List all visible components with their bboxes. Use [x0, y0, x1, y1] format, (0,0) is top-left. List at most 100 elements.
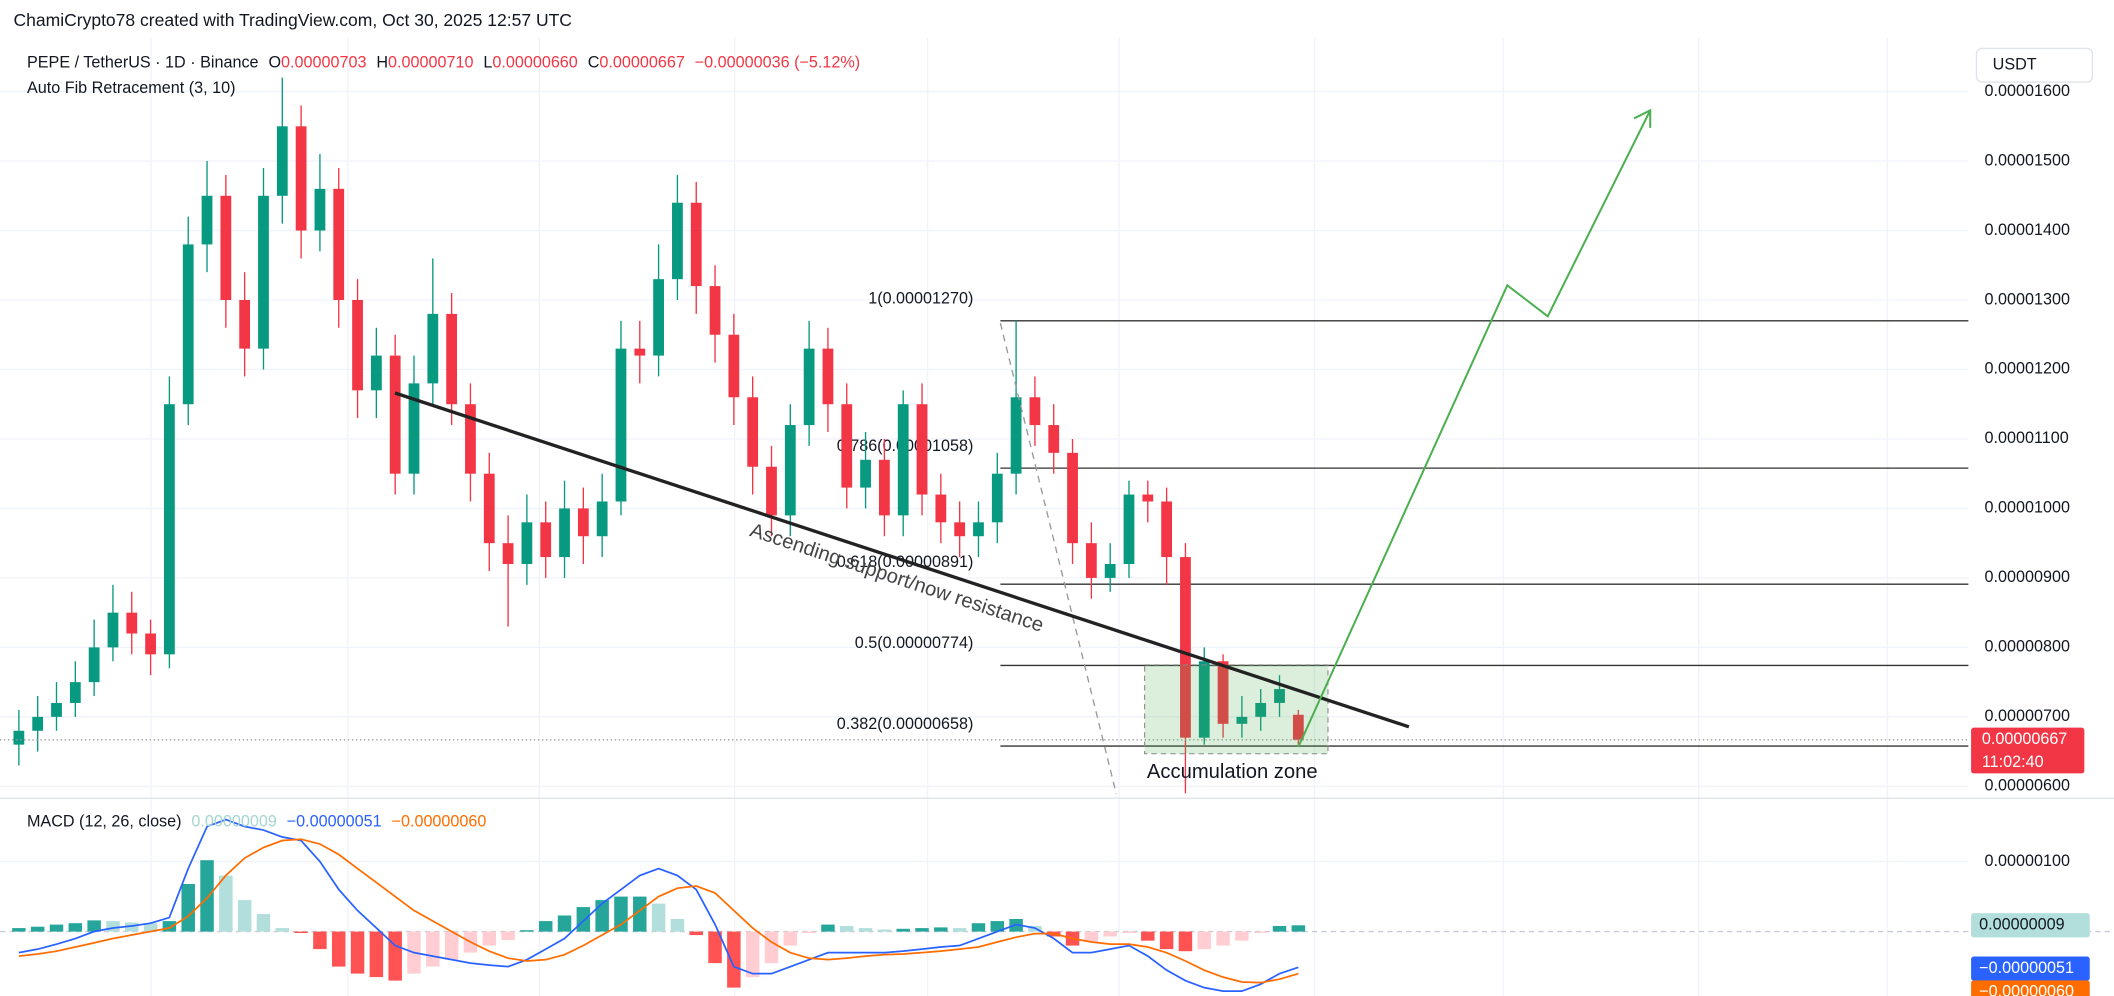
candle-body: [126, 612, 138, 634]
histogram-bar: [689, 931, 703, 936]
candle-body: [51, 702, 62, 717]
candle-body: [1067, 452, 1078, 544]
candle-body: [935, 494, 947, 523]
candle-body: [1104, 564, 1116, 578]
histogram-bar: [1197, 931, 1211, 950]
signal-line: [18, 838, 1299, 984]
candle-body: [784, 425, 796, 516]
credit: ChamiCrypto78 created with TradingView.c…: [13, 10, 571, 30]
histogram-bar: [745, 931, 760, 978]
fib-label: 0.5(0.00000774): [855, 634, 974, 652]
candle-body: [1217, 661, 1229, 724]
histogram-bar: [1141, 931, 1155, 941]
candle-body: [1048, 425, 1060, 453]
y-tick-label: 0.00001200: [1985, 360, 2070, 378]
candle-body: [1029, 397, 1041, 426]
histogram-bar: [1253, 931, 1268, 933]
y-tick-label: 0.00000900: [1985, 568, 2070, 586]
histogram-bar: [200, 860, 214, 932]
currency-button[interactable]: [1975, 47, 2094, 83]
candle-body: [295, 126, 307, 231]
candle-body: [276, 126, 288, 196]
candle-body: [747, 397, 759, 467]
currency[interactable]: USDT: [1993, 56, 2037, 74]
histogram-bar: [1291, 925, 1306, 932]
ohlc-letter: H: [376, 54, 388, 72]
histogram-bar: [1159, 931, 1174, 950]
candle-body: [1180, 557, 1191, 738]
candle-body: [13, 730, 25, 745]
projection-arrow: [1297, 109, 1652, 748]
ohlc-letter: L: [483, 54, 492, 72]
legend: PEPE / TetherUS · 1D · Binance O0.000007…: [27, 54, 860, 72]
ohlc-value: 0.00000660: [492, 54, 577, 72]
histogram-bar: [143, 923, 158, 932]
fib-trend-line: [999, 322, 1117, 795]
histogram-bar: [708, 931, 722, 964]
histogram-bar: [877, 929, 892, 932]
histogram-bar: [1235, 931, 1249, 941]
candle-body: [1085, 543, 1097, 578]
histogram-bar: [256, 914, 271, 932]
candle-body: [766, 466, 777, 516]
histogram-bar: [294, 931, 308, 933]
candle-body: [352, 300, 363, 391]
histogram-bar: [727, 931, 741, 988]
candle-body: [1010, 397, 1022, 474]
value-badge-label: −0.00000051: [1979, 959, 2074, 977]
candle-body: [465, 404, 476, 474]
histogram-bar: [670, 918, 685, 932]
price-badge-value: 0.00000667: [1982, 730, 2067, 748]
ohlc-value: 0.00000710: [388, 54, 473, 72]
y-tick-label: 0.00001300: [1985, 290, 2070, 308]
ohlc-letter: O: [268, 54, 281, 72]
histogram-bar: [162, 921, 177, 932]
histogram-bar: [896, 928, 910, 932]
candle-body: [182, 244, 194, 405]
candle-body: [709, 286, 721, 335]
candle-body: [427, 313, 439, 384]
candle-body: [690, 202, 702, 287]
candle-body: [1255, 702, 1267, 717]
hist-value: 0.00000009: [191, 813, 276, 831]
candle-body: [239, 300, 251, 349]
histogram-bar: [783, 931, 798, 946]
candle-body: [314, 188, 326, 231]
macd-legend: MACD (12, 26, close) 0.00000009 −0.00000…: [27, 813, 486, 831]
ohlc-value: 0.00000703: [281, 54, 366, 72]
candle-body: [973, 522, 984, 537]
candle-body: [1161, 501, 1173, 558]
y-tick-label: 0.00000700: [1985, 707, 2070, 725]
candle-body: [521, 522, 533, 565]
y-tick-label: 0.00001100: [1985, 429, 2069, 447]
histogram-bar: [934, 927, 948, 932]
ohlc-value: 0.00000667: [599, 54, 684, 72]
histogram-bar: [821, 924, 835, 932]
histogram-bar: [125, 922, 139, 932]
y-tick-label: 0.00001000: [1985, 499, 2070, 517]
histogram-bar: [350, 931, 365, 974]
histogram-bar: [990, 921, 1005, 932]
histogram-bar: [49, 924, 64, 932]
histogram-bar: [501, 931, 515, 940]
countdown: 11:02:40: [1982, 753, 2044, 771]
histogram-bar: [576, 907, 591, 932]
histogram-bar: [915, 928, 929, 932]
candle-body: [1236, 716, 1248, 724]
macd-title: MACD (12, 26, close): [27, 813, 182, 831]
trend-line: [394, 391, 1410, 729]
candle-body: [954, 522, 966, 537]
candle-body: [483, 473, 495, 544]
candle-body: [446, 313, 458, 405]
y-tick-label: 0.00001600: [1985, 82, 2070, 100]
candle-body: [577, 508, 589, 537]
histogram-bar: [802, 931, 816, 933]
candle-body: [370, 355, 382, 391]
plot-layer: 1(0.00001270)0.786(0.00001058)0.618(0.00…: [0, 77, 2114, 993]
signal-value: −0.00000060: [392, 813, 487, 831]
candle-body: [1274, 689, 1285, 703]
histogram-bar: [426, 931, 440, 967]
